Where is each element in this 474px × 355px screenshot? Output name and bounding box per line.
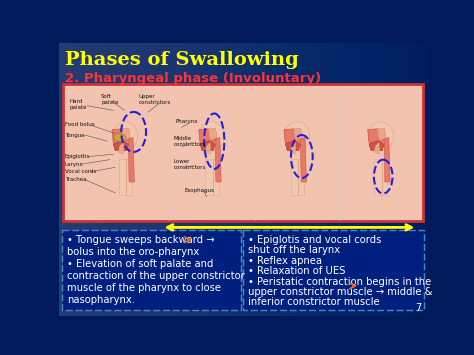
- Text: • Peristatic contraction begins in the: • Peristatic contraction begins in the: [247, 277, 431, 287]
- FancyBboxPatch shape: [63, 84, 423, 221]
- Text: Soft
palate: Soft palate: [101, 94, 118, 105]
- Polygon shape: [291, 159, 304, 195]
- Text: Food bolus: Food bolus: [64, 122, 94, 127]
- Text: Upper
constrictors: Upper constrictors: [138, 94, 171, 105]
- Polygon shape: [294, 128, 302, 140]
- Text: Middle
constrictors: Middle constrictors: [174, 136, 206, 147]
- Polygon shape: [378, 128, 386, 140]
- Text: Epiglottis: Epiglottis: [64, 154, 90, 159]
- Polygon shape: [205, 143, 210, 154]
- Text: shut off the larynx: shut off the larynx: [247, 246, 340, 256]
- Ellipse shape: [113, 122, 137, 151]
- Text: Phases of Swallowing: Phases of Swallowing: [65, 50, 299, 69]
- Text: 7: 7: [415, 303, 421, 313]
- Polygon shape: [301, 137, 306, 182]
- Text: Tongue: Tongue: [64, 132, 84, 137]
- Text: Vocal cords: Vocal cords: [64, 169, 96, 174]
- Text: upper constrictor muscle → middle &: upper constrictor muscle → middle &: [247, 287, 432, 297]
- Polygon shape: [199, 128, 217, 146]
- Text: Trachea: Trachea: [64, 177, 86, 182]
- Polygon shape: [374, 143, 380, 154]
- Polygon shape: [200, 141, 215, 151]
- Polygon shape: [284, 128, 302, 146]
- Text: • Elevation of soft palate and: • Elevation of soft palate and: [67, 259, 213, 269]
- Text: nasopharynx.: nasopharynx.: [67, 295, 135, 305]
- Polygon shape: [368, 128, 386, 146]
- Polygon shape: [118, 159, 132, 195]
- Text: Pharynx: Pharynx: [175, 119, 198, 124]
- Text: muscle of the pharynx to close: muscle of the pharynx to close: [67, 283, 221, 293]
- Text: • Tongue sweeps backward →: • Tongue sweeps backward →: [67, 235, 215, 245]
- Polygon shape: [118, 143, 124, 154]
- Text: Esophagus: Esophagus: [185, 188, 215, 193]
- Polygon shape: [122, 128, 130, 140]
- Ellipse shape: [114, 133, 126, 141]
- Text: Hard
palate: Hard palate: [69, 99, 87, 110]
- Text: inferior constrictor muscle: inferior constrictor muscle: [247, 297, 379, 307]
- Ellipse shape: [368, 122, 393, 151]
- Ellipse shape: [200, 122, 225, 151]
- Polygon shape: [215, 137, 221, 182]
- Polygon shape: [384, 137, 390, 182]
- Ellipse shape: [285, 122, 310, 151]
- Text: • Relaxation of UES: • Relaxation of UES: [247, 266, 345, 276]
- Text: • Reflex apnea: • Reflex apnea: [247, 256, 321, 266]
- Text: Larynx: Larynx: [64, 162, 83, 167]
- Polygon shape: [291, 143, 296, 154]
- Polygon shape: [209, 128, 217, 140]
- Text: contraction of the upper constrictor: contraction of the upper constrictor: [67, 271, 245, 281]
- FancyBboxPatch shape: [63, 230, 241, 310]
- Polygon shape: [112, 128, 130, 146]
- Polygon shape: [205, 159, 219, 195]
- Text: • Epiglotis and vocal cords: • Epiglotis and vocal cords: [247, 235, 381, 245]
- Polygon shape: [113, 141, 128, 151]
- Polygon shape: [128, 137, 134, 182]
- Text: Lower
constrictors: Lower constrictors: [174, 159, 206, 170]
- Text: bolus into the oro-pharynx: bolus into the oro-pharynx: [67, 247, 199, 257]
- Polygon shape: [374, 159, 387, 195]
- Polygon shape: [285, 141, 301, 151]
- FancyBboxPatch shape: [243, 230, 423, 310]
- Polygon shape: [369, 141, 384, 151]
- Text: 2. Pharyngeal phase (Involuntary): 2. Pharyngeal phase (Involuntary): [65, 71, 321, 84]
